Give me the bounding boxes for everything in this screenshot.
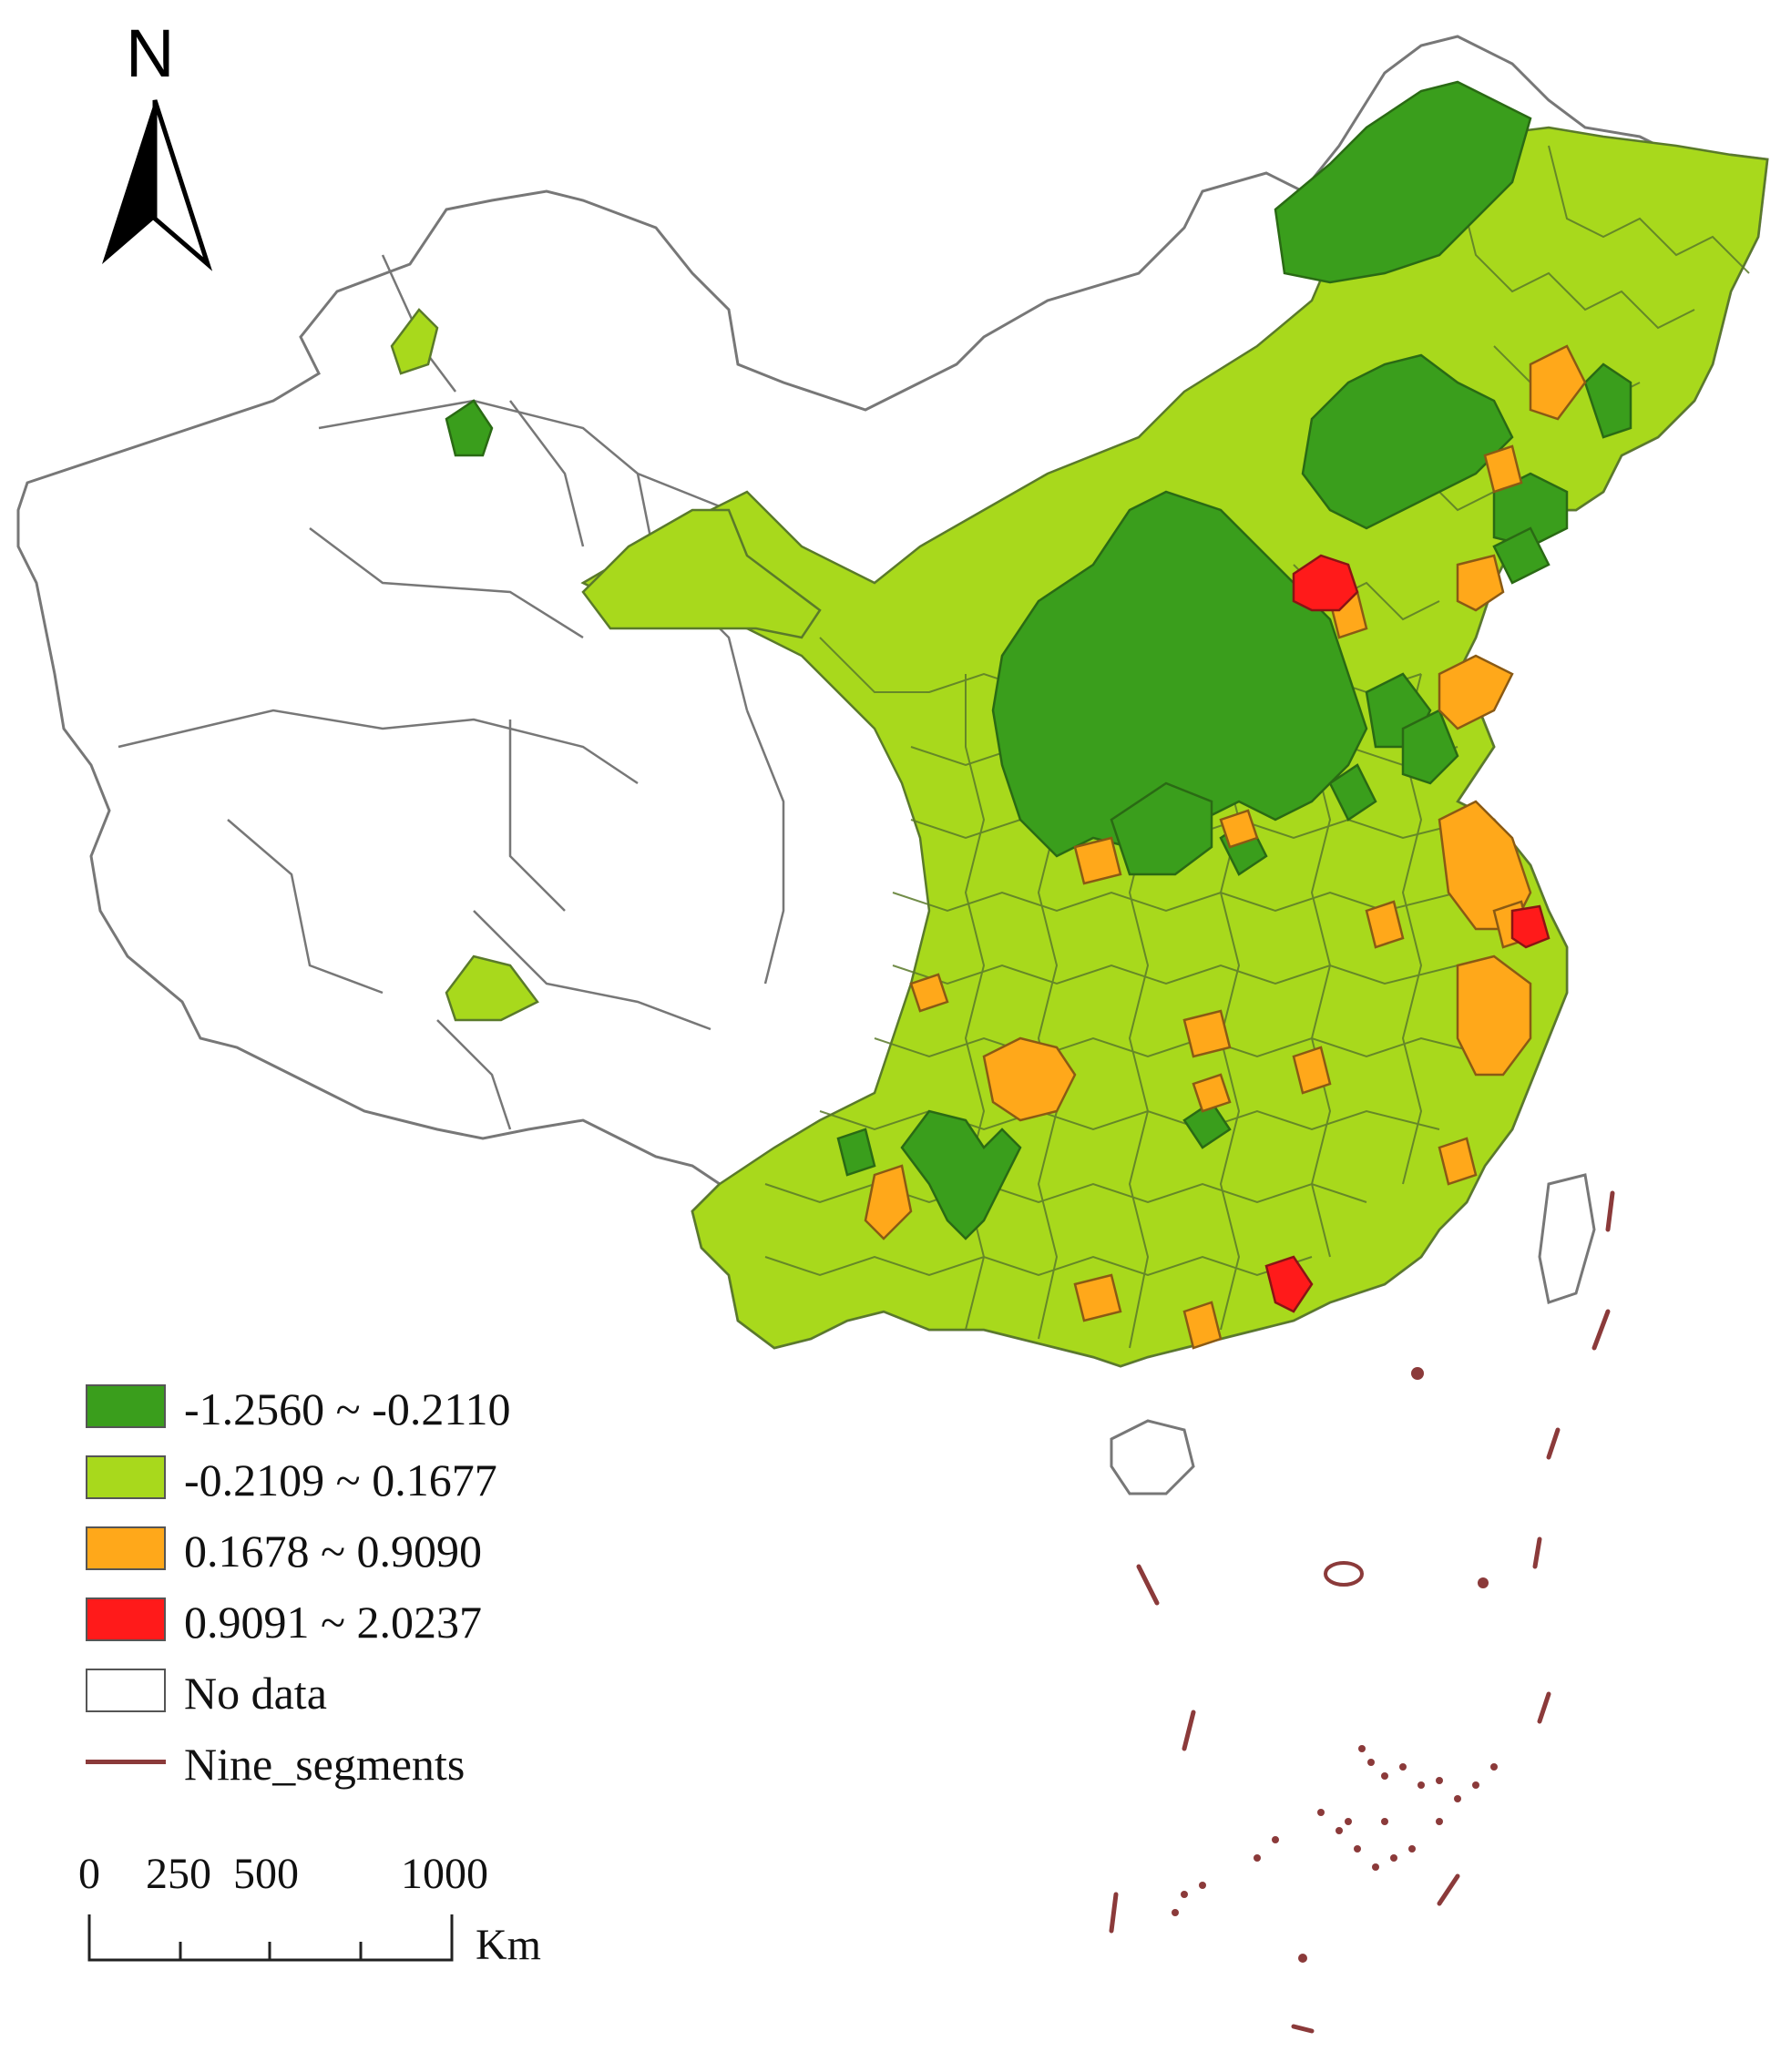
region-class2-xinjiang [390,308,439,375]
region-class3-guangdong [1182,1301,1223,1350]
legend-item: 0.9091 ~ 2.0237 [86,1597,723,1648]
scale-bar-line [87,1914,454,1962]
legend-label: No data [184,1668,327,1719]
region-class3-yunnan [864,1164,913,1240]
region-class1-liaoning [1492,526,1550,585]
legend-label: Nine_segments [184,1739,466,1790]
region-class4-shanghai [1510,904,1550,949]
scale-tick-label: 1000 [401,1850,488,1898]
hainan-outline [1110,1419,1195,1495]
region-class3-guangxi [1073,1273,1122,1322]
region-class3-jilin [1529,344,1587,421]
region-class1-shandong [1401,709,1459,785]
regions-class4 [1264,554,1550,1313]
south-sea-islands [1172,1367,1498,1963]
taiwan-outline [1538,1173,1596,1304]
region-class3-chongqing [909,973,949,1013]
legend-label: -0.2109 ~ 0.1677 [184,1454,497,1506]
legend-label: -1.2560 ~ -0.2110 [184,1383,511,1434]
legend-swatch [86,1669,166,1712]
region-class1-northeast [1274,80,1532,284]
region-class3-shaanxi [1073,836,1122,885]
region-class1-xinjiang [445,399,494,457]
scale-tick-label: 250 [146,1850,211,1898]
region-class3-henan [1219,809,1259,849]
region-class4-beijing [1292,554,1359,612]
region-class4-shenzhen-guangzhou [1264,1255,1314,1313]
legend-label: 0.9091 ~ 2.0237 [184,1597,483,1648]
region-class3-fujian [1438,1137,1478,1186]
legend-label: 0.1678 ~ 0.9090 [184,1526,483,1577]
region-class1-jilin [1492,472,1569,548]
region-class1-heilongjiang [1583,362,1632,439]
legend-swatch [86,1384,166,1428]
region-class1-small-d [1328,763,1377,822]
region-class3-shandong [1438,654,1514,730]
north-label: N [126,15,175,91]
region-class1-small-a [836,1128,876,1177]
legend-item: -0.2109 ~ 0.1677 [86,1454,723,1506]
western-boundaries [118,254,785,1130]
nine-segments [1109,1190,1615,2034]
region-class3-jiangxi [1292,1046,1332,1095]
legend-swatch [86,1597,166,1641]
region-class3-liaoning-a [1483,444,1523,494]
region-class3-sichuan [982,1036,1077,1122]
region-class3-hunan [1192,1073,1232,1113]
legend-item: No data [86,1668,723,1719]
legend-swatch [86,1455,166,1499]
scale-tick-label: 0 [78,1850,100,1898]
region-class1-shaanxi [1110,781,1213,876]
region-class1-sichuan [900,1109,1022,1240]
legend-item: -1.2560 ~ -0.2110 [86,1383,723,1434]
legend-line-swatch [86,1760,166,1764]
legend-item: 0.1678 ~ 0.9090 [86,1526,723,1577]
region-class3-zhejiang [1456,954,1532,1077]
legend-item: Nine_segments [86,1739,723,1790]
region-class2-northwest [581,508,822,639]
scale-unit: Km [476,1921,541,1969]
region-class3-hubei [1182,1009,1232,1058]
north-arrow-icon [102,99,213,271]
region-class2-tibet [445,954,539,1022]
regions-class1 [445,80,1632,1240]
region-class3-liaoning-b [1456,554,1505,612]
region-class3-anhui [1365,900,1405,949]
legend-swatch [86,1526,166,1570]
scale-tick-label: 500 [233,1850,299,1898]
